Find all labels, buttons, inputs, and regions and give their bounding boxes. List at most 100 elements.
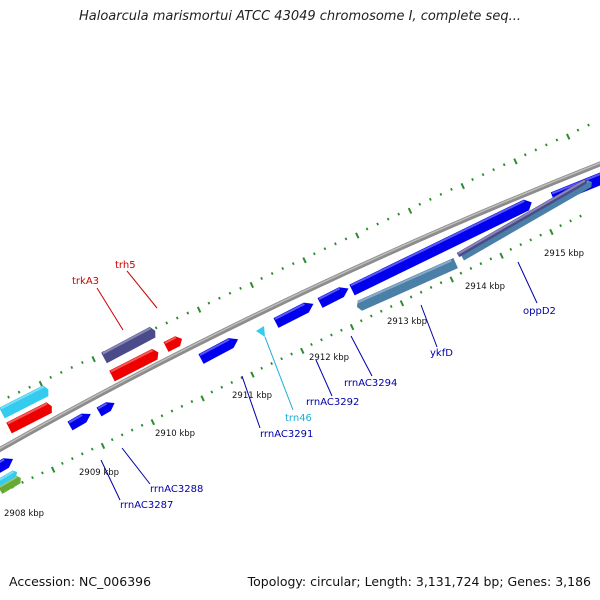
ruler-minor-tick [365,227,369,231]
gene-label-rrnac3291[interactable]: rrnAC3291 [260,429,313,440]
gene-feature-rrnac3288[interactable] [96,399,118,417]
ruler-minor-tick [130,428,134,432]
ruler-major-tick [100,442,106,450]
gene-label-oppd2[interactable]: oppD2 [523,306,556,317]
gene-feature-shape [0,475,21,494]
ruler-minor-tick [21,480,24,484]
gene-label-trka3[interactable]: trkA3 [72,276,99,287]
ruler-minor-tick [330,333,333,337]
leader-rrnac3287 [100,459,121,501]
gene-label-rrnac3294[interactable]: rrnAC3294 [344,378,397,389]
gene-features[interactable] [0,170,600,494]
ruler-minor-tick [559,224,562,228]
ruler-minor-tick [376,222,379,226]
gene-feature[interactable] [0,474,23,494]
ruler-minor-tick [344,237,348,241]
ruler-minor-tick [439,192,443,196]
gene-feature-sheen [0,470,14,482]
gene-feature[interactable] [163,334,185,352]
ruler-minor-tick [334,242,337,246]
ruler-minor-tick [61,461,64,465]
gene-label-rrnac3287[interactable]: rrnAC3287 [120,500,173,511]
ruler-minor-tick [534,148,538,152]
accession-text: Accession: NC_006396 [9,574,152,589]
ruler-major-tick [407,207,413,214]
ruler-minor-tick [479,262,483,266]
ruler-minor-tick [555,138,559,142]
gene-feature-rrnac3287[interactable] [67,410,94,431]
ruler-minor-tick [240,376,244,380]
gene-feature-rrnac3288-sheen [97,402,108,410]
ruler-minor-tick [386,217,390,221]
gene-feature-rrnac3291-sheen [274,303,305,320]
ruler-minor-tick [313,252,316,256]
gene-feature-rrnac3292[interactable] [317,284,352,308]
ruler-major-tick [549,228,554,236]
gene-feature[interactable] [0,469,19,487]
gene-feature-rrnac3294[interactable] [349,197,534,296]
ruler-label: 2914 kbp [465,282,505,292]
ruler-minor-tick [270,361,273,366]
ruler-minor-tick [587,123,590,127]
gene-feature-rrnac3287-shape [67,413,91,431]
gene-feature[interactable] [0,384,51,419]
ruler-minor-tick [419,290,423,294]
ruler-minor-tick [228,291,232,295]
ruler-minor-tick [291,262,295,266]
gene-feature[interactable] [456,178,589,258]
gene-label-ykfd[interactable]: ykfD [430,348,453,359]
gene-feature-sheen [199,338,230,356]
gene-feature-trka3[interactable] [109,347,161,382]
gene-feature-shape [456,179,588,258]
leader-rrnac3288 [121,447,151,485]
ruler-minor-tick [502,163,506,167]
gene-feature[interactable] [0,454,16,475]
gene-feature[interactable] [6,401,54,434]
ruler-minor-tick [80,452,84,456]
ruler-major-tick [200,395,205,402]
ruler-major-tick [449,276,454,283]
ruler-major-tick [249,281,254,289]
leader-trn46 [264,336,294,411]
gene-label-trh5[interactable]: trh5 [115,260,136,271]
ruler-minor-tick [481,173,485,177]
ruler-major-tick [302,257,307,264]
ruler-major-tick [196,306,202,313]
ruler-minor-tick [140,423,144,427]
ruler-minor-tick [70,457,74,461]
ruler-major-tick [349,323,355,331]
gene-feature-rrnac3287-sheen [68,414,83,424]
ruler-minor-tick [90,447,94,451]
ruler-minor-tick [165,321,169,325]
leader-rrnac3292 [315,359,333,397]
gene-feature-rrnac3292-shape [317,287,349,308]
ruler-minor-tick [239,286,242,290]
gene-feature-trh5[interactable] [101,325,158,364]
gene-feature-ykfd[interactable] [355,258,458,312]
gene-feature-sheen [164,336,177,344]
ruler-minor-tick [310,342,313,347]
ruler-minor-tick [509,247,513,251]
ruler-minor-tick [220,385,224,389]
ruler-minor-tick [409,295,413,299]
ruler-label: 2913 kbp [387,317,427,327]
ruler-minor-tick [31,476,34,480]
gene-feature-trka3-shape [109,348,159,382]
ruler-minor-tick [154,326,158,330]
ruler-minor-tick [439,281,443,285]
gene-label-rrnac3292[interactable]: rrnAC3292 [306,397,359,408]
gene-label-rrnac3288[interactable]: rrnAC3288 [150,484,203,495]
gene-feature-rrnac3291[interactable] [273,299,316,328]
map-title: Haloarcula marismortui ATCC 43049 chromo… [79,9,521,24]
ruler-minor-tick [471,178,474,182]
leader-ykfd [420,304,438,348]
leader-trka3 [96,287,124,331]
gene-feature[interactable] [198,334,240,364]
ruler-major-tick [38,380,44,388]
ruler-major-tick [460,182,465,190]
gene-label-trn46[interactable]: trn46 [285,413,312,424]
ruler-minor-tick [320,338,323,342]
ruler-major-tick [566,133,571,140]
ruler-minor-tick [280,357,283,361]
